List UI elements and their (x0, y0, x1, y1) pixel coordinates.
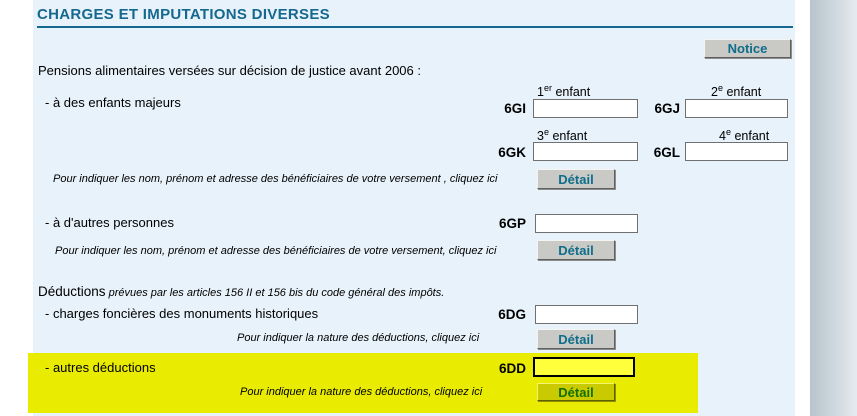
deductions-heading-rest: prévues par les articles 156 II et 156 b… (105, 287, 445, 299)
field-code-6gl: 6GL (653, 145, 680, 160)
child-1-label: 1er enfant (537, 83, 590, 99)
deductions-heading: Déductions prévues par les articles 156 … (38, 284, 444, 299)
child-3-sup: e (543, 127, 549, 137)
field-code-6gi: 6GI (504, 101, 526, 116)
title-underline (37, 26, 793, 28)
field-code-6dg: 6DG (498, 307, 526, 322)
child-4-word: enfant (734, 129, 770, 144)
field-input-6gk[interactable] (533, 142, 638, 161)
deductions-heading-main: Déductions (38, 284, 106, 299)
child-4-label: 4e enfant (719, 127, 769, 143)
field-code-6gj: 6GJ (654, 101, 680, 116)
child-1-num: 1 (537, 85, 544, 100)
monuments-label: - charges foncières des monuments histor… (45, 306, 319, 321)
enfants-majeurs-label: - à des enfants majeurs (45, 95, 181, 110)
field-input-6gi[interactable] (533, 99, 638, 118)
field-code-6gp: 6GP (498, 216, 526, 231)
field-input-6gl[interactable] (685, 142, 788, 161)
pensions-intro: Pensions alimentaires versées sur décisi… (38, 63, 421, 78)
field-input-6dd[interactable] (533, 357, 635, 377)
child-2-label: 2e enfant (711, 83, 761, 99)
child-4-sup: e (725, 127, 731, 137)
child-1-sup: er (543, 83, 552, 93)
autres-deductions-label: - autres déductions (45, 360, 156, 375)
autres-personnes-label: - à d'autres personnes (45, 215, 174, 230)
child-4-num: 4 (719, 129, 726, 144)
child-2-num: 2 (711, 85, 718, 100)
child-2-sup: e (717, 83, 723, 93)
content-background (33, 0, 795, 416)
page-edge-strip (810, 0, 857, 416)
detail-hint-4: Pour indiquer la nature des déductions, … (240, 386, 483, 398)
detail-hint-3: Pour indiquer la nature des déductions, … (237, 332, 480, 344)
field-code-6dd: 6DD (498, 361, 526, 376)
detail-button-4[interactable]: Détail (537, 383, 615, 401)
child-2-word: enfant (726, 85, 762, 100)
detail-button-3[interactable]: Détail (537, 329, 615, 349)
detail-button-2[interactable]: Détail (537, 240, 615, 260)
child-3-num: 3 (537, 129, 544, 144)
detail-button-1[interactable]: Détail (537, 169, 615, 189)
field-code-6gk: 6GK (498, 145, 526, 160)
field-input-6gj[interactable] (685, 99, 788, 118)
child-1-word: enfant (555, 85, 591, 100)
notice-button[interactable]: Notice (704, 39, 791, 58)
page-title: CHARGES ET IMPUTATIONS DIVERSES (37, 6, 330, 23)
child-3-word: enfant (552, 129, 588, 144)
field-input-6gp[interactable] (535, 214, 638, 233)
detail-hint-2: Pour indiquer les nom, prénom et adresse… (55, 245, 497, 257)
detail-hint-1: Pour indiquer les nom, prénom et adresse… (53, 173, 498, 185)
field-input-6dg[interactable] (535, 305, 638, 324)
child-3-label: 3e enfant (537, 127, 587, 143)
